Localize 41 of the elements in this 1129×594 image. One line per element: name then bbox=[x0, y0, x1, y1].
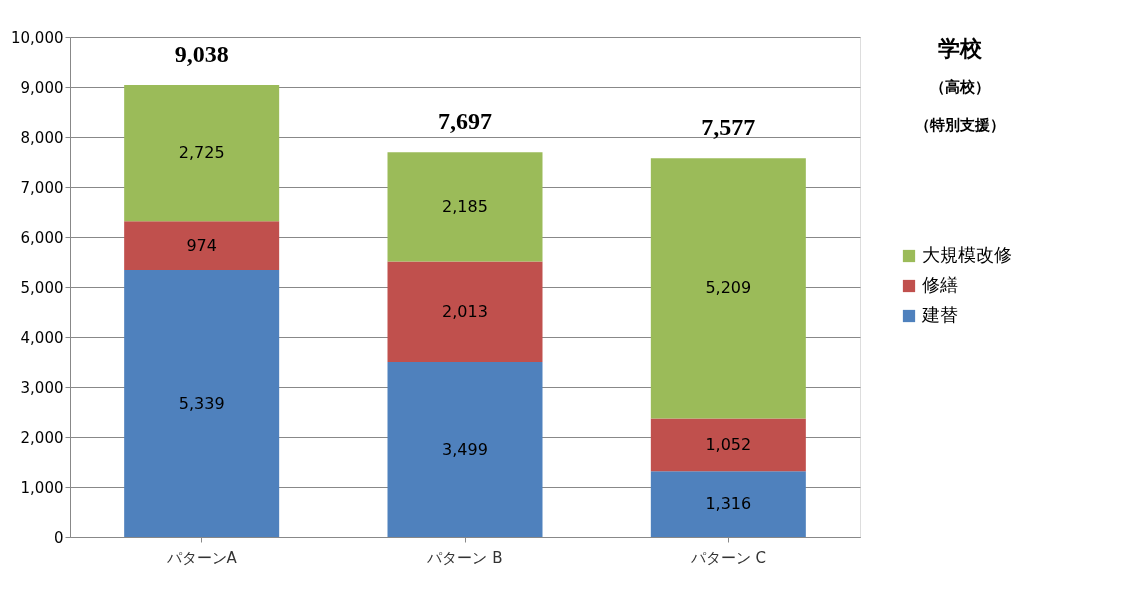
data-label: 1,316 bbox=[705, 494, 752, 514]
bar bbox=[387, 261, 543, 363]
y-tick-label: 3,000 bbox=[20, 378, 64, 397]
x-tick-label: パターン C bbox=[689, 548, 766, 567]
y-tick-label: 9,000 bbox=[20, 78, 64, 97]
bar bbox=[387, 152, 543, 262]
y-tick-label: 2,000 bbox=[20, 428, 64, 447]
y-tick-label: 4,000 bbox=[20, 328, 64, 347]
y-tick-label: 7,000 bbox=[20, 178, 64, 197]
text: （特別支援） bbox=[915, 116, 1005, 134]
y-tick-label: 6,000 bbox=[20, 228, 64, 247]
bar bbox=[650, 158, 806, 419]
bar bbox=[650, 471, 806, 537]
bar bbox=[387, 362, 543, 537]
legend-label: 建替 bbox=[921, 304, 958, 325]
x-tick-label: パターン B bbox=[426, 548, 503, 567]
data-label: 3,499 bbox=[442, 439, 488, 459]
total-label: 7,697 bbox=[438, 108, 492, 135]
data-label: 2,185 bbox=[442, 196, 488, 216]
y-tick-label: 5,000 bbox=[20, 278, 64, 297]
text: （高校） bbox=[930, 78, 990, 96]
bar bbox=[124, 270, 280, 537]
data-label: 5,209 bbox=[705, 278, 752, 298]
text: 学校 bbox=[938, 36, 983, 61]
legend-label: 修繕 bbox=[922, 274, 958, 295]
bar bbox=[124, 221, 280, 271]
data-label: 5,339 bbox=[178, 393, 225, 413]
legend-label: 大規模改修 bbox=[922, 244, 1012, 265]
y-tick-label: 1,000 bbox=[20, 478, 64, 497]
total-label: 9,038 bbox=[174, 41, 229, 68]
data-label: 2,013 bbox=[442, 301, 488, 321]
data-label: 1,052 bbox=[705, 434, 752, 454]
y-tick-label: 10,000 bbox=[11, 28, 64, 47]
data-label: 974 bbox=[186, 235, 217, 255]
x-tick-label: パターンA bbox=[165, 548, 238, 567]
total-label: 7,577 bbox=[701, 114, 756, 141]
bar bbox=[124, 85, 280, 222]
y-tick-label: 0 bbox=[53, 528, 64, 547]
bar bbox=[650, 418, 806, 472]
data-label: 2,725 bbox=[178, 143, 225, 163]
y-tick-label: 8,000 bbox=[20, 128, 64, 147]
